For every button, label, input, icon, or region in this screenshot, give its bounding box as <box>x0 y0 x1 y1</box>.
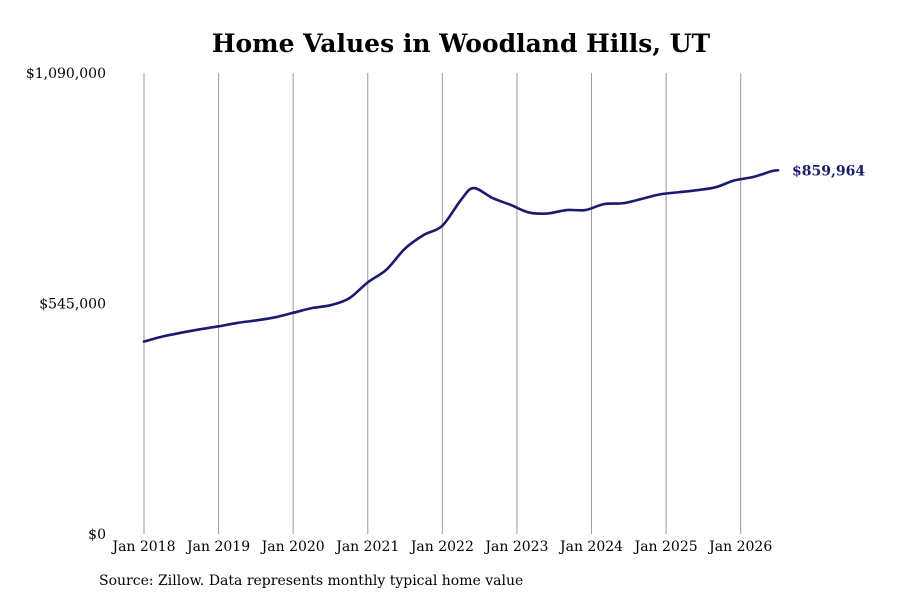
y-tick-label-1090000: $1,090,000 <box>26 66 106 82</box>
data-point-2021-04 <box>384 268 388 272</box>
data-point-2024-09 <box>639 197 643 201</box>
gridlines <box>143 73 742 534</box>
data-point-2023-12 <box>583 208 587 212</box>
data-point-2025-03 <box>677 190 681 194</box>
data-point-2020-01 <box>291 311 295 315</box>
home-value-line <box>142 168 780 343</box>
data-point-2025-09 <box>714 185 718 189</box>
x-axis-ticks: Jan 2018 Jan 2019 Jan 2020 Jan 2021 Jan 2022… <box>110 539 772 555</box>
data-point-2019-01 <box>217 324 221 328</box>
data-point-2019-10 <box>273 315 277 319</box>
x-tick-label-2018-01: Jan 2018 <box>110 539 175 555</box>
data-point-2026-07 <box>776 168 780 172</box>
data-point-2025-12 <box>732 178 736 182</box>
data-point-2020-10 <box>347 296 351 300</box>
y-tick-label-0: $0 <box>88 527 106 543</box>
source-note: Source: Zillow. Data represents monthly … <box>99 573 524 589</box>
x-tick-label-2019-01: Jan 2019 <box>185 539 250 555</box>
data-point-2026-03 <box>751 175 755 179</box>
data-point-2022-04 <box>459 198 463 202</box>
x-tick-label-2021-01: Jan 2021 <box>334 539 399 555</box>
y-tick-label-545000: $545,000 <box>39 297 106 313</box>
x-tick-label-2020-01: Jan 2020 <box>260 539 325 555</box>
data-point-2022-12 <box>509 203 513 207</box>
data-point-2019-07 <box>254 318 258 322</box>
series-layer <box>142 168 780 343</box>
data-point-2020-07 <box>328 303 332 307</box>
data-point-2025-06 <box>695 188 699 192</box>
end-label-layer: $859,964 <box>792 163 865 179</box>
data-point-2022-06 <box>471 186 475 190</box>
data-point-2018-10 <box>198 327 202 331</box>
x-tick-label-2026-01: Jan 2026 <box>707 539 772 555</box>
data-point-2022-09 <box>490 196 494 200</box>
data-point-2020-04 <box>310 306 314 310</box>
data-point-2024-06 <box>621 201 625 205</box>
data-point-2021-07 <box>403 247 407 251</box>
data-point-2024-03 <box>602 202 606 206</box>
y-axis-ticks: $0 $545,000 $1,090,000 <box>26 66 106 543</box>
data-point-2018-01 <box>142 340 146 344</box>
data-point-2026-06 <box>770 169 774 173</box>
data-point-2018-07 <box>179 331 183 335</box>
data-point-2019-04 <box>235 321 239 325</box>
x-tick-label-2023-01: Jan 2023 <box>483 539 548 555</box>
data-point-2023-09 <box>565 208 569 212</box>
x-tick-label-2025-01: Jan 2025 <box>633 539 698 555</box>
x-tick-label-2024-01: Jan 2024 <box>558 539 623 555</box>
data-point-2021-10 <box>422 233 426 237</box>
data-point-2023-06 <box>546 211 550 215</box>
data-point-2022-01 <box>440 224 444 228</box>
data-point-2018-04 <box>161 334 165 338</box>
data-point-2024-12 <box>658 192 662 196</box>
end-value-label: $859,964 <box>792 163 865 179</box>
chart-title: Home Values in Woodland Hills, UT <box>212 29 711 58</box>
x-tick-label-2022-01: Jan 2022 <box>409 539 474 555</box>
data-point-2023-03 <box>527 211 531 215</box>
data-point-2021-01 <box>366 280 370 284</box>
